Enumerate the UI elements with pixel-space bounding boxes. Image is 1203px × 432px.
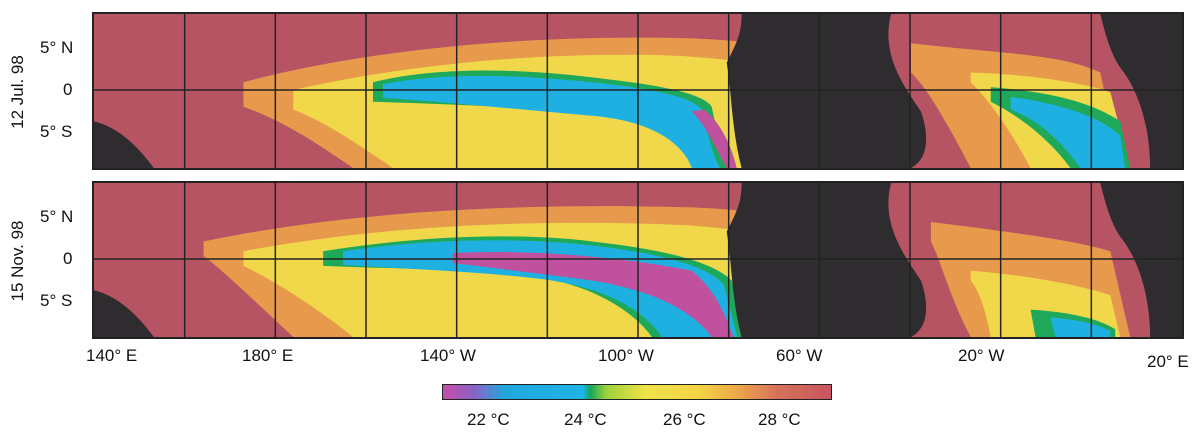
panel-date-bottom: 15 Nov. 98 (8, 220, 27, 302)
temperature-colorbar (442, 384, 832, 400)
colorbar-label-22: 22 °C (467, 410, 510, 429)
lat-label-5n-top: 5° N (40, 38, 74, 57)
colorbar-label-26: 26 °C (663, 410, 706, 429)
lon-label-140w: 140° W (420, 346, 476, 365)
colorbar-label-28: 28 °C (758, 410, 801, 429)
lat-label-eq-bottom: 0 (63, 249, 73, 268)
lon-label-100w: 100° W (598, 346, 654, 365)
lon-label-60w: 60° W (776, 346, 823, 365)
lon-label-140e: 140° E (86, 346, 138, 365)
lat-label-eq-top: 0 (63, 80, 73, 99)
sst-map-november-graphic (94, 183, 1182, 337)
sst-map-july (92, 12, 1184, 170)
sst-map-july-graphic (94, 14, 1182, 168)
lon-label-180e: 180° E (242, 346, 294, 365)
lat-label-5s-top: 5° S (40, 122, 73, 141)
lon-label-20e: 20° E (1147, 352, 1189, 371)
lat-label-5n-bottom: 5° N (40, 207, 74, 226)
panel-date-top: 12 Jul. 98 (8, 55, 27, 129)
sst-map-november (92, 181, 1184, 339)
lon-label-20w: 20° W (958, 346, 1005, 365)
colorbar-label-24: 24 °C (564, 410, 607, 429)
lat-label-5s-bottom: 5° S (40, 291, 73, 310)
